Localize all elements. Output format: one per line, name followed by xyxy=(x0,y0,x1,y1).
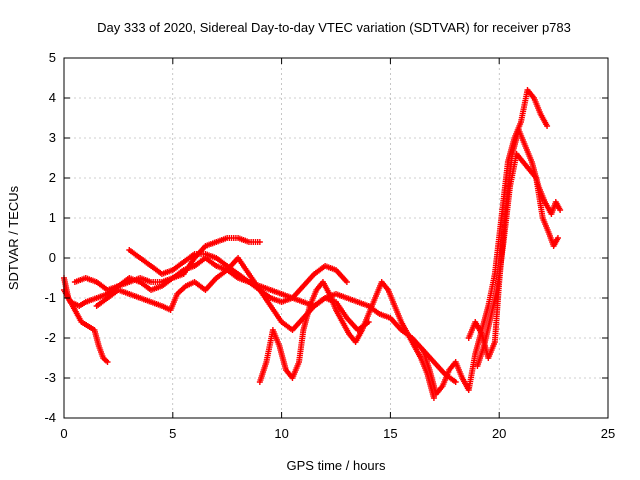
y-tick-label: 2 xyxy=(49,170,56,185)
axis-ticks: 0 5 10 15 20 25 -4 -3 -2 -1 0 1 2 3 4 5 xyxy=(44,50,615,441)
y-axis-label: SDTVAR / TECUs xyxy=(6,185,21,290)
plot-frame xyxy=(63,57,609,419)
x-tick-label: 0 xyxy=(60,426,67,441)
y-tick-label: -1 xyxy=(44,290,56,305)
y-tick-label: 1 xyxy=(49,210,56,225)
y-tick-label: 5 xyxy=(49,50,56,65)
series-trail xyxy=(257,280,437,399)
x-tick-label: 25 xyxy=(601,426,615,441)
x-axis-label: GPS time / hours xyxy=(287,458,386,473)
x-tick-label: 20 xyxy=(492,426,506,441)
series-arc-5 xyxy=(126,247,459,385)
y-tick-label: 3 xyxy=(49,130,56,145)
y-tick-label: 0 xyxy=(49,250,56,265)
series-arc-3 xyxy=(71,255,350,305)
x-tick-label: 15 xyxy=(383,426,397,441)
y-tick-label: -3 xyxy=(44,370,56,385)
series-trail xyxy=(127,248,458,384)
y-tick-label: -4 xyxy=(44,410,56,425)
x-tick-label: 5 xyxy=(169,426,176,441)
x-tick-label: 10 xyxy=(274,426,288,441)
chart-title: Day 333 of 2020, Sidereal Day-to-day VTE… xyxy=(97,20,571,35)
data-marks xyxy=(61,87,564,401)
y-tick-label: -2 xyxy=(44,330,56,345)
series-arc-9 xyxy=(474,151,561,369)
series-trail xyxy=(475,152,561,367)
y-tick-label: 4 xyxy=(49,90,56,105)
